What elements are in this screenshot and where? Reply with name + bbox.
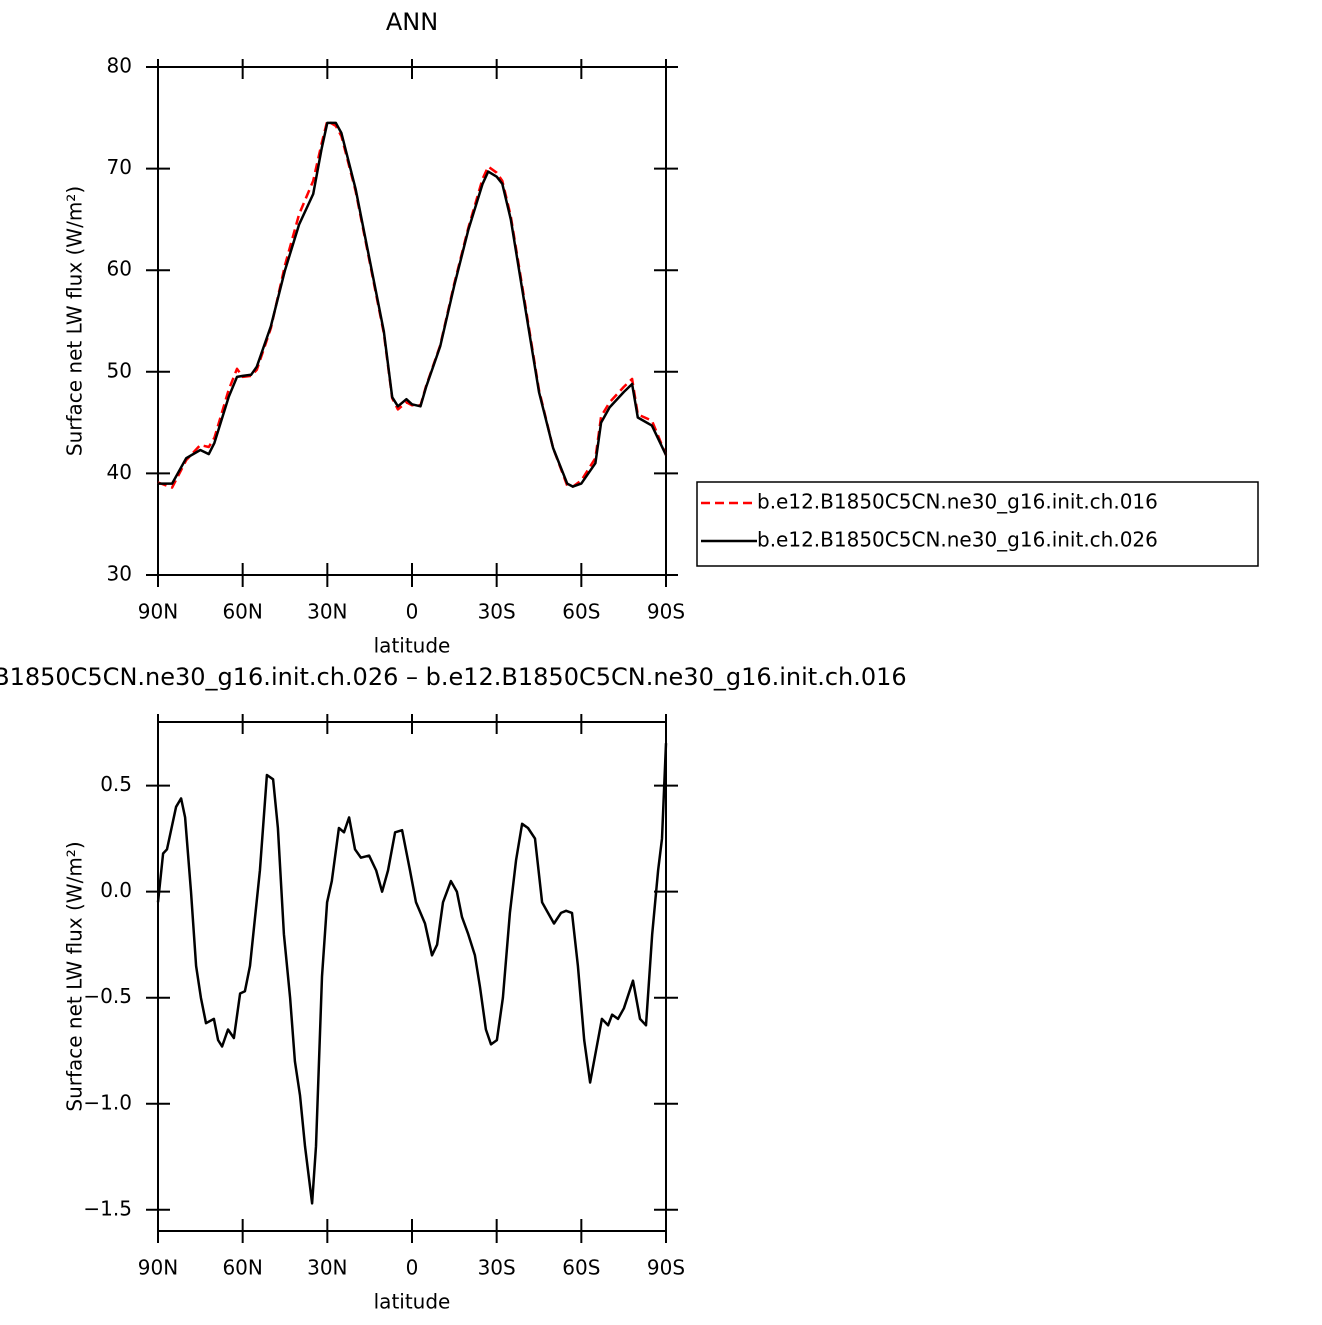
y-tick-label: 40 <box>107 460 132 484</box>
x-tick-label: 60N <box>222 1256 262 1280</box>
x-tick-label: 30S <box>478 600 516 624</box>
x-tick-label: 60S <box>562 600 600 624</box>
y-axis-label: Surface net LW flux (W/m²) <box>63 841 87 1111</box>
y-tick-label: −1.5 <box>83 1196 132 1220</box>
legend-label: b.e12.B1850C5CN.ne30_g16.init.ch.026 <box>757 528 1158 552</box>
x-tick-label: 90S <box>647 600 685 624</box>
x-tick-label: 60S <box>562 1256 600 1280</box>
chart-title: b.e12.B1850C5CN.ne30_g16.init.ch.026 – b… <box>0 663 907 691</box>
x-axis-label: latitude <box>374 634 451 658</box>
x-tick-label: 90S <box>647 1256 685 1280</box>
x-tick-label: 60N <box>222 600 262 624</box>
x-tick-label: 0 <box>406 1256 419 1280</box>
y-tick-label: 50 <box>107 358 132 382</box>
x-tick-label: 30N <box>307 1256 347 1280</box>
x-tick-label: 90N <box>138 600 178 624</box>
y-tick-label: −0.5 <box>83 984 132 1008</box>
x-tick-label: 30S <box>478 1256 516 1280</box>
y-tick-label: 70 <box>107 155 132 179</box>
data-line <box>158 121 668 488</box>
legend-box <box>696 481 1259 567</box>
y-tick-label: 80 <box>107 54 132 78</box>
y-axis-label: Surface net LW flux (W/m²) <box>63 186 87 456</box>
legend-label: b.e12.B1850C5CN.ne30_g16.init.ch.016 <box>757 490 1158 514</box>
x-tick-label: 0 <box>406 600 419 624</box>
x-axis-label: latitude <box>374 1290 451 1314</box>
x-tick-label: 30N <box>307 600 347 624</box>
y-tick-label: 0.5 <box>100 772 132 796</box>
y-tick-label: −1.0 <box>83 1090 132 1114</box>
y-tick-label: 0.0 <box>100 878 132 902</box>
data-line <box>157 119 668 489</box>
data-line <box>156 743 668 1205</box>
plot-frame <box>157 66 667 576</box>
chart-title: ANN <box>386 8 438 36</box>
y-tick-label: 30 <box>107 562 132 586</box>
x-tick-label: 90N <box>138 1256 178 1280</box>
y-tick-label: 60 <box>107 257 132 281</box>
plot-frame <box>157 721 667 1232</box>
